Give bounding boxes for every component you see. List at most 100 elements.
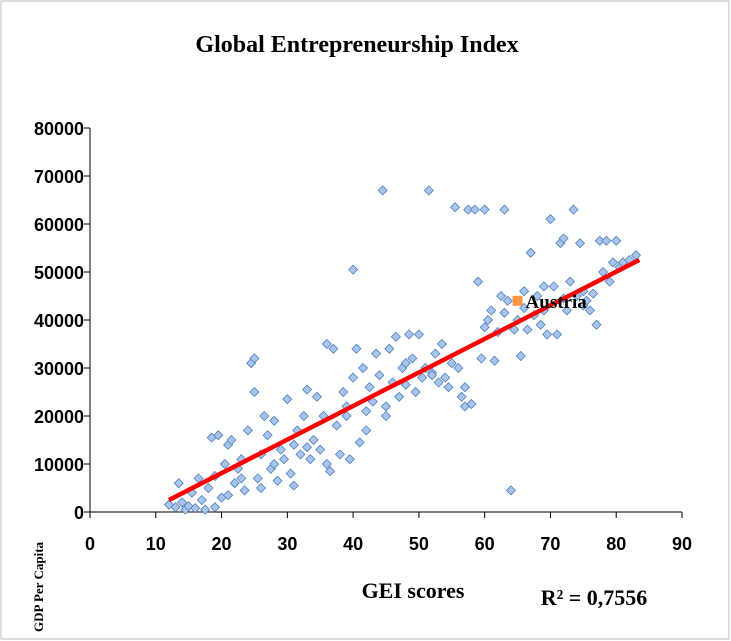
point [348, 372, 359, 383]
point [459, 382, 470, 393]
point [519, 286, 530, 297]
y-tick-label: 20000 [34, 407, 84, 427]
point [361, 406, 372, 417]
point [489, 355, 500, 366]
point [591, 319, 602, 330]
y-tick-label: 10000 [34, 455, 84, 475]
point [558, 233, 569, 244]
point [607, 257, 618, 268]
point [486, 305, 497, 316]
point [285, 468, 296, 479]
point [413, 329, 424, 340]
point [288, 480, 299, 491]
point [430, 348, 441, 359]
point [334, 449, 346, 460]
point [331, 420, 342, 431]
x-tick-label: 40 [343, 534, 363, 554]
point [403, 329, 415, 340]
x-tick-label: 50 [409, 534, 429, 554]
point [311, 391, 322, 402]
point [394, 391, 405, 402]
point [479, 204, 490, 215]
x-tick-label: 60 [475, 534, 495, 554]
y-tick-label: 70000 [34, 167, 84, 187]
point [407, 353, 418, 364]
point [351, 343, 362, 354]
x-tick-label: 30 [277, 534, 297, 554]
point [272, 475, 283, 486]
point [219, 458, 230, 470]
point [236, 473, 247, 484]
point [295, 449, 306, 460]
x-tick-label: 10 [146, 534, 166, 554]
point [410, 386, 421, 398]
point [364, 382, 375, 393]
point [278, 454, 290, 465]
y-axis-title: GDP Per Capita [31, 541, 46, 632]
point [348, 264, 359, 275]
x-tick-label: 20 [212, 534, 232, 554]
point [463, 204, 474, 215]
point [252, 473, 263, 484]
point [357, 362, 369, 374]
point [269, 415, 280, 426]
point [275, 444, 286, 455]
point [321, 458, 332, 470]
point [522, 324, 533, 335]
point [499, 204, 510, 215]
point [315, 444, 326, 455]
highlight-point [512, 295, 523, 306]
point [328, 343, 339, 354]
point [453, 362, 464, 374]
point [249, 386, 260, 398]
point [374, 370, 385, 381]
point [400, 358, 411, 369]
point [466, 398, 477, 410]
point [535, 319, 546, 330]
point [574, 238, 586, 249]
point [377, 185, 388, 196]
y-tick-label: 40000 [34, 311, 84, 331]
point [551, 329, 563, 340]
point [561, 305, 572, 316]
point [469, 204, 480, 215]
point [298, 410, 309, 422]
point [532, 290, 543, 302]
point [601, 235, 612, 246]
point [565, 276, 576, 287]
point [190, 503, 201, 514]
point [380, 410, 392, 422]
x-axis-title: GEI scores [362, 578, 465, 603]
point [325, 466, 336, 477]
point [302, 442, 313, 453]
point [269, 458, 280, 470]
point [545, 214, 556, 225]
point [170, 502, 181, 513]
point [588, 288, 599, 299]
point [288, 439, 299, 450]
x-tick-label: 70 [540, 534, 560, 554]
point [525, 247, 536, 258]
point [417, 372, 428, 383]
point [423, 185, 434, 196]
point [515, 350, 526, 362]
point [239, 485, 250, 496]
point [203, 482, 214, 494]
point [384, 343, 395, 354]
point [473, 276, 484, 287]
point [302, 384, 313, 395]
point [354, 437, 365, 448]
point [542, 329, 553, 340]
point [259, 410, 270, 422]
y-tick-label: 50000 [34, 263, 84, 283]
point [436, 338, 447, 350]
point [611, 235, 622, 246]
point [361, 425, 372, 436]
point [262, 430, 273, 441]
point [443, 382, 454, 393]
y-tick-label: 0 [74, 503, 84, 523]
point [321, 338, 332, 350]
point [308, 434, 319, 446]
point [456, 391, 467, 402]
point [249, 353, 260, 364]
